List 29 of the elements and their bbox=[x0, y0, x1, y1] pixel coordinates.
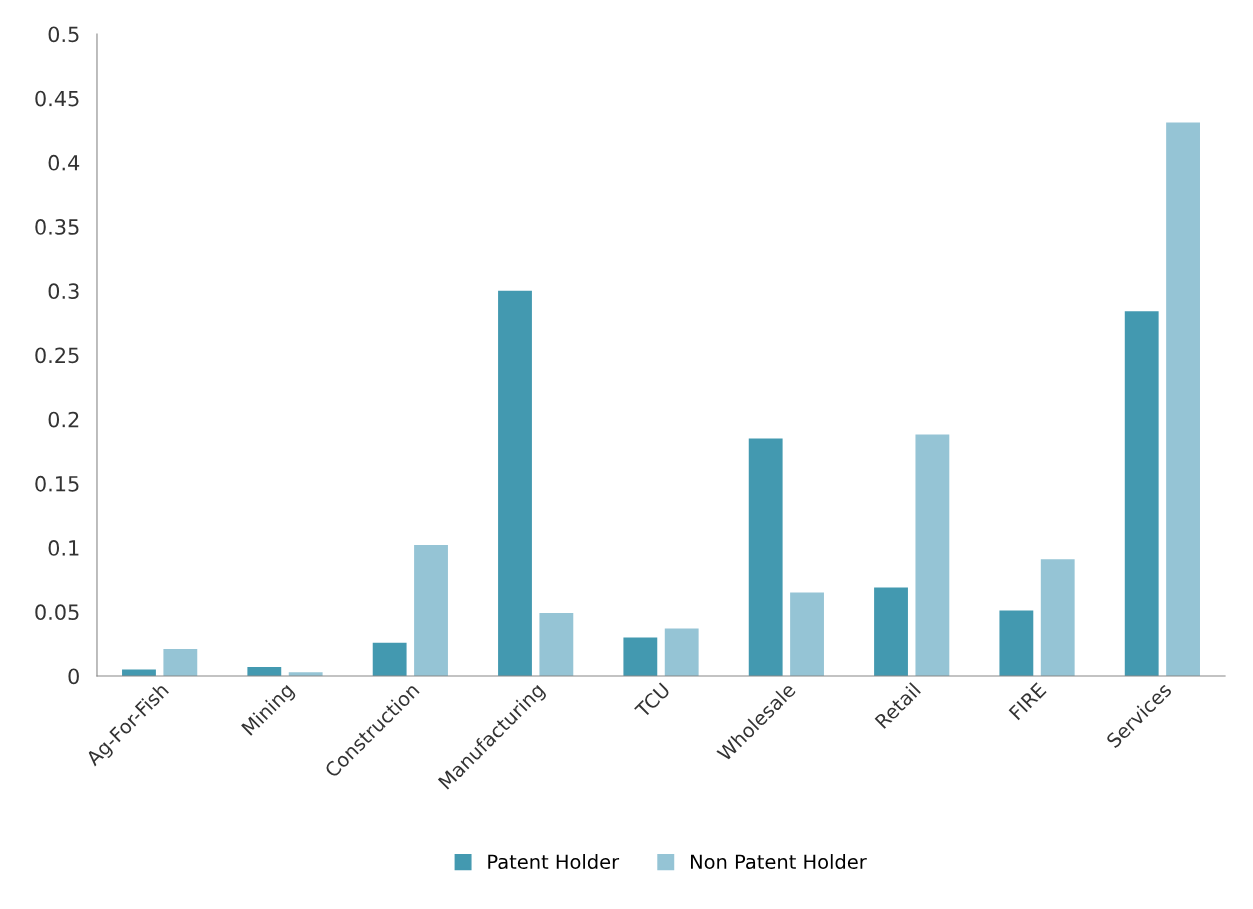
bar bbox=[790, 592, 824, 677]
y-tick-label: 0.1 bbox=[48, 540, 79, 556]
bar bbox=[414, 545, 448, 677]
bar bbox=[372, 642, 407, 677]
y-tick-label: 0.15 bbox=[35, 475, 79, 492]
legend-label: Patent Holder bbox=[488, 854, 620, 870]
y-tick-label: 0 bbox=[68, 668, 79, 685]
bar bbox=[748, 438, 783, 677]
bar bbox=[664, 628, 699, 677]
y-tick-label: 0.3 bbox=[48, 283, 79, 300]
bar bbox=[498, 290, 532, 677]
bar bbox=[163, 649, 198, 677]
y-tick-label: 0.35 bbox=[35, 219, 79, 235]
y-tick-label: 0.4 bbox=[48, 154, 80, 171]
bar bbox=[1040, 559, 1075, 677]
legend-label: Non Patent Holder bbox=[691, 854, 867, 870]
x-tick-label: TCU bbox=[633, 682, 671, 719]
bar bbox=[999, 610, 1034, 677]
bar bbox=[874, 587, 908, 677]
y-tick-label: 0.5 bbox=[48, 26, 79, 43]
bar bbox=[1166, 122, 1200, 677]
bar bbox=[539, 613, 574, 677]
y-tick-label: 0.2 bbox=[48, 411, 79, 428]
bar bbox=[1124, 311, 1159, 677]
y-tick-label: 0.25 bbox=[35, 347, 79, 364]
bar bbox=[915, 434, 950, 677]
y-tick-label: 0.05 bbox=[35, 604, 79, 621]
bar bbox=[623, 637, 658, 677]
y-tick-label: 0.45 bbox=[35, 90, 79, 107]
